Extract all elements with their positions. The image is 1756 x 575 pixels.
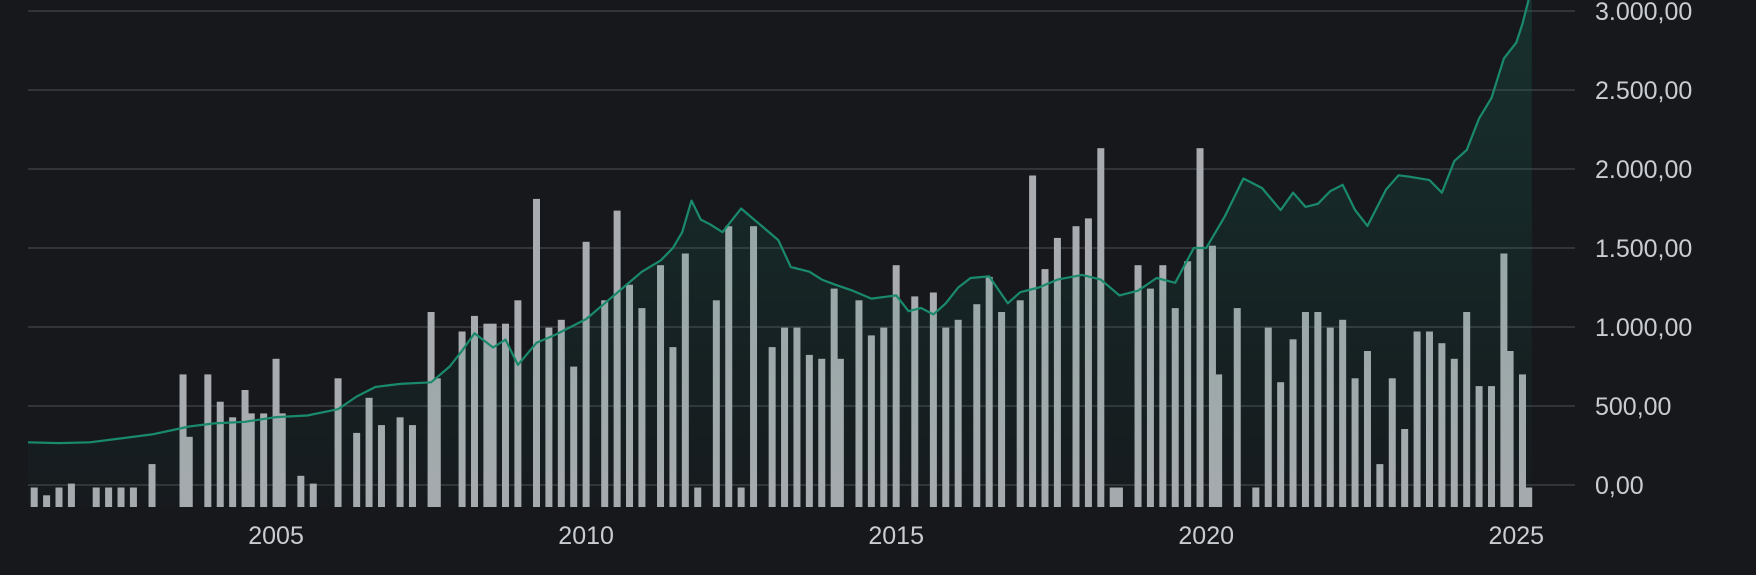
y-axis: 0,00 500,00 1.000,00 1.500,00 2.000,00 2.500,… <box>1595 0 1692 500</box>
y-tick-label: 3.000,00 <box>1595 0 1692 26</box>
price-area <box>28 0 1532 507</box>
price-series-line <box>28 0 1530 445</box>
x-tick-label: 2025 <box>1488 522 1544 550</box>
x-axis: 2005 2010 2015 2020 2025 <box>248 522 1544 550</box>
price-line <box>28 0 1530 445</box>
y-tick-label: 500,00 <box>1595 393 1671 421</box>
y-tick-label: 2.000,00 <box>1595 156 1692 184</box>
y-tick-label: 1.500,00 <box>1595 235 1692 263</box>
y-tick-label: 1.000,00 <box>1595 314 1692 342</box>
price-area-fill <box>28 0 1532 507</box>
y-tick-label: 0,00 <box>1595 472 1644 500</box>
x-tick-label: 2015 <box>868 522 924 550</box>
x-tick-label: 2010 <box>558 522 614 550</box>
x-tick-label: 2005 <box>248 522 304 550</box>
x-tick-label: 2020 <box>1178 522 1234 550</box>
y-tick-label: 2.500,00 <box>1595 77 1692 105</box>
